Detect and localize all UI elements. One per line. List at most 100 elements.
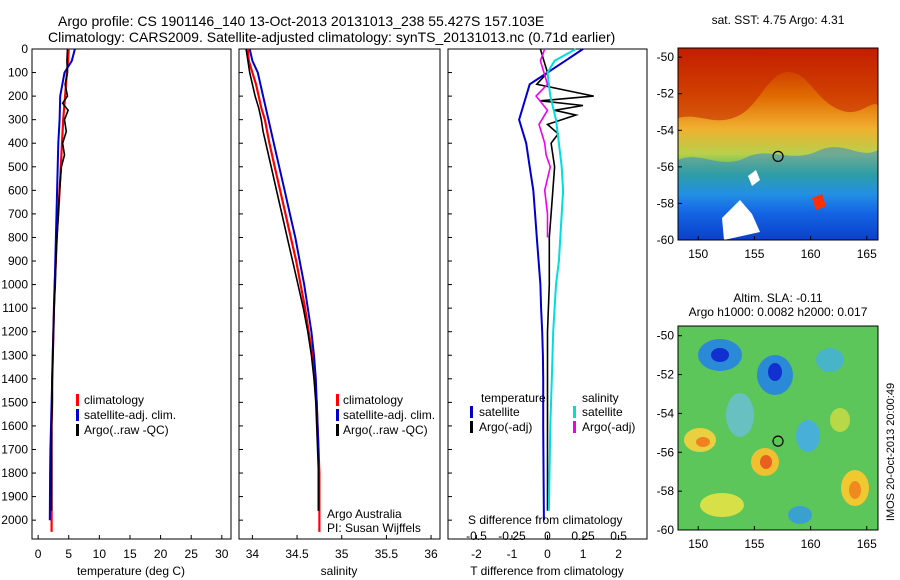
- legend-argo-swatch: [336, 424, 339, 436]
- depth-tick-label: 200: [8, 89, 28, 103]
- depth-tick-label: 1400: [1, 372, 28, 386]
- x-tick-label: 36: [424, 547, 438, 561]
- depth-tick-label: 900: [8, 254, 28, 268]
- legend-s-satellite-swatch: [573, 406, 576, 418]
- figure-title-line1: Argo profile: CS 1901146_140 13-Oct-2013…: [58, 13, 545, 29]
- sst-map-axes: 150 155 160 165 -50 -52 -54 -56 -58 -60: [657, 50, 877, 261]
- series-climatology: [246, 48, 321, 532]
- salinity-plot: 34 34.5 35 35.5 36: [245, 48, 438, 561]
- imos-timestamp-text: IMOS 20-Oct-2013 20:00:49: [885, 382, 897, 522]
- x-tick-label: 25: [185, 547, 199, 561]
- depth-tick-label: 1800: [1, 466, 28, 480]
- sla-low-eddy: [726, 393, 754, 437]
- x-tick-label: 34: [246, 547, 260, 561]
- salinity-annotation-2: PI: Susan Wijffels: [327, 521, 421, 535]
- sla-low-eddy: [796, 420, 820, 452]
- series-argo-raw-qc-: [245, 48, 320, 511]
- s-tick-label: 0.25: [571, 529, 595, 543]
- s-tick-label: -0.25: [498, 529, 526, 543]
- series-t-satellite: [518, 48, 584, 521]
- depth-tick-label: 700: [8, 207, 28, 221]
- s-tick-label: -0.5: [466, 529, 487, 543]
- temperature-legend: climatology satellite-adj. clim. Argo(..…: [76, 393, 176, 437]
- x-tick-label: 35.5: [375, 547, 399, 561]
- legend-climatology-label: climatology: [84, 393, 144, 407]
- legend-climatology-label: climatology: [343, 393, 403, 407]
- map-y-tick-label: -60: [657, 523, 675, 537]
- depth-tick-label: 400: [8, 136, 28, 150]
- x-tick-label: 2: [615, 547, 622, 561]
- depth-tick-label: 500: [8, 160, 28, 174]
- sla-map-title: Altim. SLA: -0.11: [733, 291, 822, 305]
- map-y-tick-label: -56: [657, 445, 675, 459]
- temperature-axes: [31, 48, 232, 540]
- map-y-tick-label: -56: [657, 160, 675, 174]
- s-tick-label: 0.5: [610, 529, 627, 543]
- x-tick-label: 35: [335, 547, 349, 561]
- legend-climatology-swatch: [76, 394, 79, 406]
- legend-s-satellite-label: satellite: [582, 405, 623, 419]
- legend-satellite-swatch: [336, 409, 339, 421]
- legend-s-argo-swatch: [573, 421, 576, 433]
- sst-warm-speck: [812, 194, 826, 210]
- depth-tick-label: 1900: [1, 490, 28, 504]
- map-y-tick-label: -54: [657, 123, 675, 137]
- x-tick-label: 10: [93, 547, 107, 561]
- map-y-tick-label: -58: [657, 484, 675, 498]
- sst-map: sat. SST: 4.75 Argo: 4.31 150 155 160 165 -5…: [657, 13, 879, 261]
- legend-satellite-swatch: [76, 409, 79, 421]
- x-tick-label: 20: [154, 547, 168, 561]
- series-satellite-adj-clim-: [248, 48, 320, 511]
- depth-tick-label: 1600: [1, 419, 28, 433]
- series-argo-raw-qc-: [50, 48, 70, 511]
- legend-s-argo-label: Argo(-adj): [582, 420, 635, 434]
- map-x-tick-label: 155: [744, 247, 764, 261]
- salinity-axes: [238, 48, 441, 540]
- map-x-tick-label: 165: [857, 247, 877, 261]
- x-tick-label: -2: [471, 547, 482, 561]
- sla-high-core: [760, 455, 772, 469]
- x-tick-label: 5: [65, 547, 72, 561]
- map-x-tick-label: 155: [744, 537, 764, 551]
- difference-plot: -2 -1 0 1 2 -0.5 -0.25 0 0.25 0.5: [466, 48, 627, 561]
- x-tick-label: -1: [507, 547, 518, 561]
- sla-map: Altim. SLA: -0.11 Argo h1000: 0.0082 h20…: [657, 291, 879, 551]
- depth-tick-label: 2000: [1, 513, 28, 527]
- map-x-tick-label: 150: [688, 537, 708, 551]
- legend-t-argo-swatch: [470, 421, 473, 433]
- sla-map-axes: 150 155 160 165 -50 -52 -54 -56 -58 -60: [657, 329, 877, 551]
- sla-high-core: [849, 481, 861, 499]
- map-y-tick-label: -50: [657, 329, 675, 343]
- s-difference-label: S difference from climatology: [468, 513, 623, 527]
- legend-t-satellite-label: satellite: [479, 405, 520, 419]
- sla-low-core: [768, 363, 782, 381]
- depth-tick-label: 1100: [2, 301, 28, 315]
- legend-temperature-title: temperature: [481, 391, 546, 405]
- sla-map-subtitle: Argo h1000: 0.0082 h2000: 0.017: [689, 305, 868, 319]
- map-y-tick-label: -52: [657, 87, 675, 101]
- legend-argo-label: Argo(..raw -QC): [343, 423, 428, 437]
- legend-t-satellite-swatch: [470, 406, 473, 418]
- x-tick-label: 1: [580, 547, 587, 561]
- x-tick-label: 0: [544, 547, 551, 561]
- legend-argo-label: Argo(..raw -QC): [84, 423, 169, 437]
- depth-tick-label: 0: [21, 42, 28, 56]
- depth-tick-label: 1200: [1, 325, 28, 339]
- argo-position-marker: [772, 150, 784, 162]
- x-tick-label: 30: [215, 547, 229, 561]
- depth-tick-label: 800: [8, 230, 28, 244]
- temperature-xlabel: temperature (deg C): [77, 564, 185, 578]
- map-x-tick-label: 150: [688, 247, 708, 261]
- depth-tick-label: 1700: [1, 442, 28, 456]
- depth-tick-label: 600: [8, 183, 28, 197]
- legend-argo-swatch: [76, 424, 79, 436]
- x-tick-label: 34.5: [285, 547, 309, 561]
- argo-position-marker: [772, 435, 784, 447]
- salinity-annotation-1: Argo Australia: [327, 507, 402, 521]
- map-x-tick-label: 165: [857, 537, 877, 551]
- series-s-satellite: [546, 48, 577, 511]
- legend-satellite-label: satellite-adj. clim.: [343, 408, 435, 422]
- sst-warm-patch: [678, 48, 878, 121]
